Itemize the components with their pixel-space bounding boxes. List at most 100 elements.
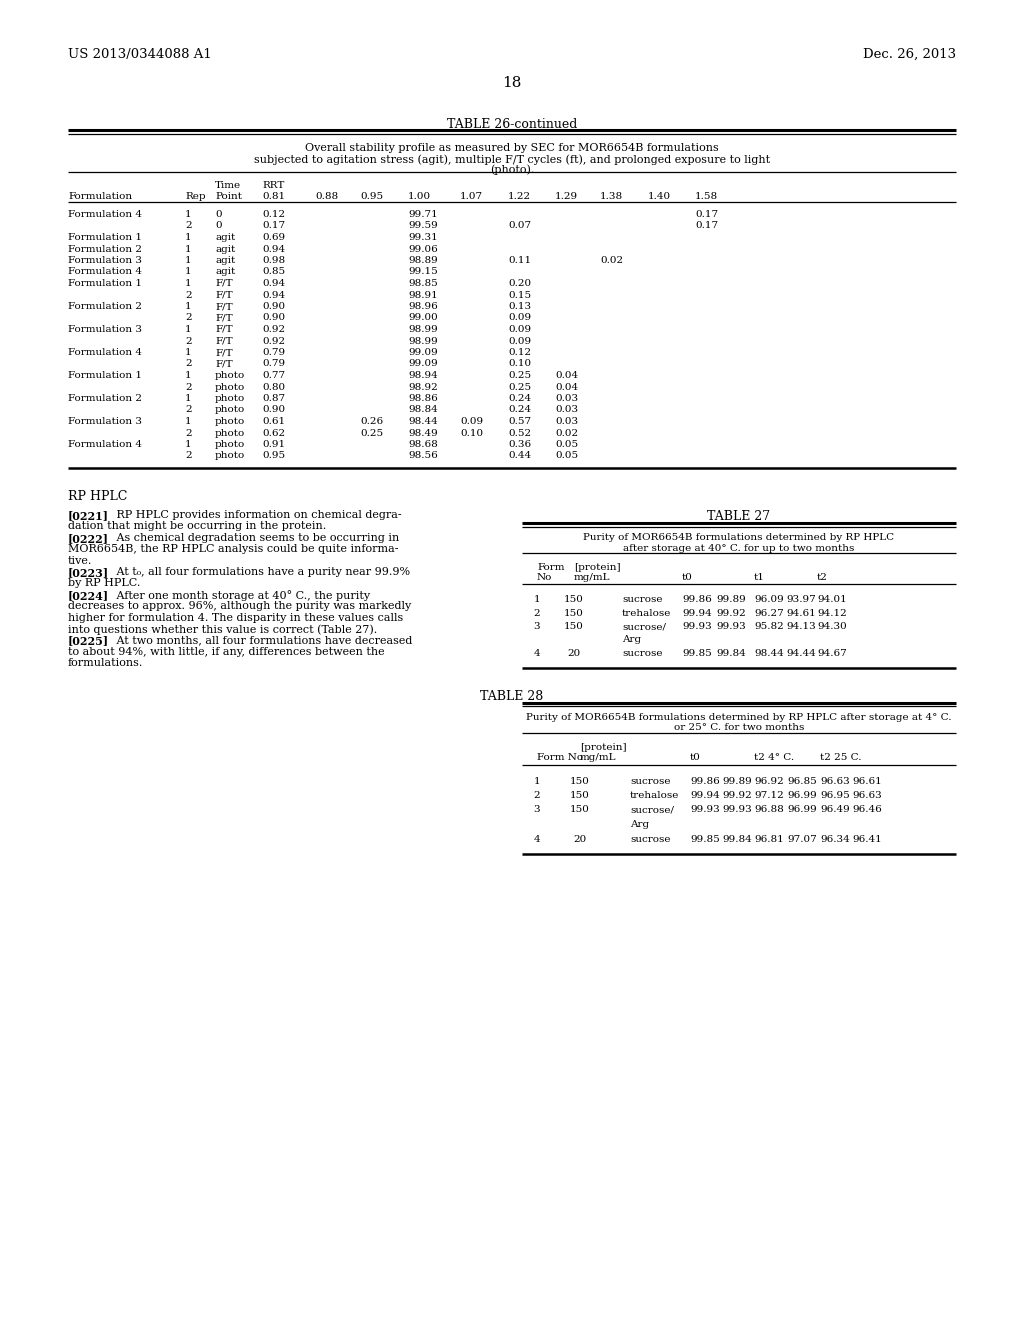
Text: trehalose: trehalose xyxy=(630,791,679,800)
Text: 150: 150 xyxy=(570,791,590,800)
Text: 2: 2 xyxy=(185,337,191,346)
Text: 0.03: 0.03 xyxy=(555,393,579,403)
Text: 1: 1 xyxy=(185,234,191,242)
Text: 0: 0 xyxy=(215,210,221,219)
Text: 98.85: 98.85 xyxy=(408,279,437,288)
Text: TABLE 26-continued: TABLE 26-continued xyxy=(446,117,578,131)
Text: tive.: tive. xyxy=(68,556,92,565)
Text: 0.94: 0.94 xyxy=(262,279,285,288)
Text: mg/mL: mg/mL xyxy=(574,573,610,582)
Text: 99.93: 99.93 xyxy=(690,805,720,814)
Text: 18: 18 xyxy=(503,77,521,90)
Text: 0.10: 0.10 xyxy=(460,429,483,437)
Text: 99.09: 99.09 xyxy=(408,348,437,356)
Text: [0221]: [0221] xyxy=(68,510,109,521)
Text: photo: photo xyxy=(215,451,246,461)
Text: 0.95: 0.95 xyxy=(262,451,285,461)
Text: 98.44: 98.44 xyxy=(408,417,437,426)
Text: 98.84: 98.84 xyxy=(408,405,437,414)
Text: photo: photo xyxy=(215,429,246,437)
Text: 93.97: 93.97 xyxy=(786,595,816,605)
Text: subjected to agitation stress (agit), multiple F/T cycles (ft), and prolonged ex: subjected to agitation stress (agit), mu… xyxy=(254,154,770,165)
Text: 1: 1 xyxy=(185,393,191,403)
Text: 2: 2 xyxy=(185,429,191,437)
Text: TABLE 27: TABLE 27 xyxy=(708,510,771,523)
Text: US 2013/0344088 A1: US 2013/0344088 A1 xyxy=(68,48,212,61)
Text: 0.13: 0.13 xyxy=(508,302,531,312)
Text: 0.52: 0.52 xyxy=(508,429,531,437)
Text: 0.15: 0.15 xyxy=(508,290,531,300)
Text: 1.00: 1.00 xyxy=(408,191,431,201)
Text: Formulation 1: Formulation 1 xyxy=(68,234,142,242)
Text: 0.69: 0.69 xyxy=(262,234,285,242)
Text: 99.15: 99.15 xyxy=(408,268,437,276)
Text: 96.88: 96.88 xyxy=(754,805,783,814)
Text: 2: 2 xyxy=(185,451,191,461)
Text: 0.07: 0.07 xyxy=(508,222,531,231)
Text: 96.92: 96.92 xyxy=(754,776,783,785)
Text: 94.12: 94.12 xyxy=(817,609,847,618)
Text: 97.12: 97.12 xyxy=(754,791,783,800)
Text: 0.03: 0.03 xyxy=(555,417,579,426)
Text: 96.09: 96.09 xyxy=(754,595,783,605)
Text: t0: t0 xyxy=(682,573,693,582)
Text: 0.62: 0.62 xyxy=(262,429,285,437)
Text: Formulation 3: Formulation 3 xyxy=(68,256,142,265)
Text: by RP HPLC.: by RP HPLC. xyxy=(68,578,140,589)
Text: sucrose: sucrose xyxy=(622,649,663,657)
Text: 99.31: 99.31 xyxy=(408,234,437,242)
Text: After one month storage at 40° C., the purity: After one month storage at 40° C., the p… xyxy=(106,590,370,601)
Text: 96.63: 96.63 xyxy=(820,776,850,785)
Text: 96.95: 96.95 xyxy=(820,791,850,800)
Text: 96.46: 96.46 xyxy=(852,805,882,814)
Text: 0.05: 0.05 xyxy=(555,440,579,449)
Text: 0.25: 0.25 xyxy=(508,383,531,392)
Text: 99.59: 99.59 xyxy=(408,222,437,231)
Text: 96.49: 96.49 xyxy=(820,805,850,814)
Text: 0.36: 0.36 xyxy=(508,440,531,449)
Text: 98.94: 98.94 xyxy=(408,371,437,380)
Text: 20: 20 xyxy=(567,649,581,657)
Text: 4: 4 xyxy=(534,834,541,843)
Text: 150: 150 xyxy=(564,595,584,605)
Text: 99.93: 99.93 xyxy=(682,622,712,631)
Text: 98.68: 98.68 xyxy=(408,440,437,449)
Text: sucrose: sucrose xyxy=(630,776,671,785)
Text: 0.24: 0.24 xyxy=(508,405,531,414)
Text: 0.04: 0.04 xyxy=(555,371,579,380)
Text: 2: 2 xyxy=(185,383,191,392)
Text: 0.09: 0.09 xyxy=(508,337,531,346)
Text: photo: photo xyxy=(215,371,246,380)
Text: Purity of MOR6654B formulations determined by RP HPLC: Purity of MOR6654B formulations determin… xyxy=(584,533,895,543)
Text: 99.84: 99.84 xyxy=(716,649,745,657)
Text: 0.44: 0.44 xyxy=(508,451,531,461)
Text: Overall stability profile as measured by SEC for MOR6654B formulations: Overall stability profile as measured by… xyxy=(305,143,719,153)
Text: Formulation 4: Formulation 4 xyxy=(68,348,142,356)
Text: 0.85: 0.85 xyxy=(262,268,285,276)
Text: 0.03: 0.03 xyxy=(555,405,579,414)
Text: photo: photo xyxy=(215,440,246,449)
Text: 3: 3 xyxy=(534,805,541,814)
Text: 150: 150 xyxy=(570,805,590,814)
Text: 99.00: 99.00 xyxy=(408,314,437,322)
Text: Formulation 1: Formulation 1 xyxy=(68,371,142,380)
Text: agit: agit xyxy=(215,234,236,242)
Text: RRT: RRT xyxy=(262,181,285,190)
Text: RP HPLC provides information on chemical degra-: RP HPLC provides information on chemical… xyxy=(106,510,401,520)
Text: 0.17: 0.17 xyxy=(262,222,285,231)
Text: 99.06: 99.06 xyxy=(408,244,437,253)
Text: 99.94: 99.94 xyxy=(682,609,712,618)
Text: 94.44: 94.44 xyxy=(786,649,816,657)
Text: 0.04: 0.04 xyxy=(555,383,579,392)
Text: 99.86: 99.86 xyxy=(690,776,720,785)
Text: 2: 2 xyxy=(185,290,191,300)
Text: 2: 2 xyxy=(534,791,541,800)
Text: 0.79: 0.79 xyxy=(262,348,285,356)
Text: 1: 1 xyxy=(185,348,191,356)
Text: 0.02: 0.02 xyxy=(555,429,579,437)
Text: 99.92: 99.92 xyxy=(716,609,745,618)
Text: 1: 1 xyxy=(534,776,541,785)
Text: 98.44: 98.44 xyxy=(754,649,783,657)
Text: photo: photo xyxy=(215,383,246,392)
Text: [0222]: [0222] xyxy=(68,533,109,544)
